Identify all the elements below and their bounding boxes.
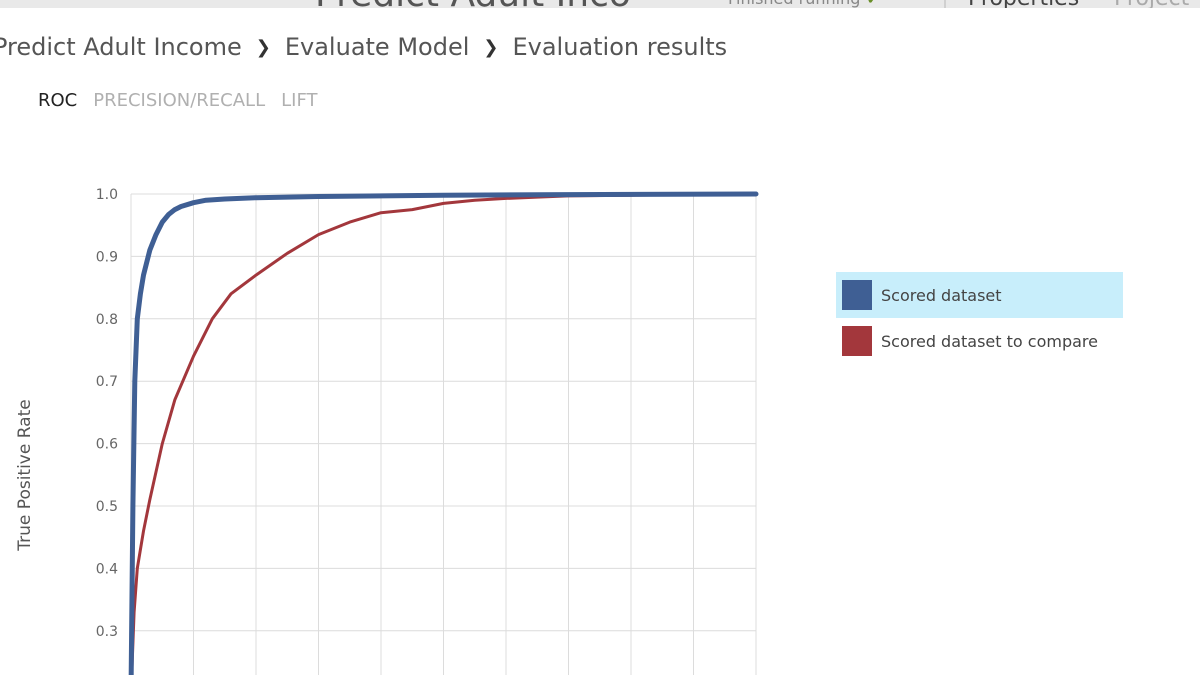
- breadcrumb-current: Evaluation results: [512, 33, 728, 61]
- experiment-title: Predict Adult Inco: [315, 0, 631, 8]
- view-tabs: ROC PRECISION/RECALL LIFT: [38, 90, 318, 111]
- y-tick-label: 0.6: [96, 437, 118, 453]
- header-divider: [944, 0, 946, 8]
- app-header: Predict Adult Inco Finished running ✔ Pro…: [0, 0, 1200, 8]
- y-tick-label: 0.3: [96, 624, 118, 640]
- check-icon: ✔: [866, 0, 879, 8]
- roc-chart: 1.0 0.9 0.8 0.7 0.6 0.5 0.4 0.3 True Positive R…: [15, 187, 759, 675]
- tab-precision-recall[interactable]: PRECISION/RECALL: [93, 90, 266, 111]
- legend-swatch: [842, 280, 872, 310]
- y-tick-label: 1.0: [96, 187, 118, 203]
- breadcrumb-module[interactable]: Evaluate Model: [284, 33, 470, 61]
- breadcrumb-experiment[interactable]: Predict Adult Income: [0, 33, 242, 61]
- chart-grid: [130, 193, 757, 675]
- y-axis-title: True Positive Rate: [15, 399, 35, 551]
- chevron-right-icon: ❯: [255, 36, 271, 58]
- tab-lift[interactable]: LIFT: [281, 90, 318, 111]
- y-tick-label: 0.9: [96, 249, 118, 265]
- series-line-scored-dataset: [128, 191, 759, 675]
- tab-properties[interactable]: Properties: [968, 0, 1079, 8]
- legend-swatch: [842, 326, 872, 356]
- y-tick-labels: 1.0 0.9 0.8 0.7 0.6 0.5 0.4 0.3: [96, 187, 118, 640]
- tab-roc[interactable]: ROC: [38, 90, 78, 111]
- legend: Scored dataset Scored dataset to compare: [836, 272, 1123, 364]
- run-status: Finished running ✔: [728, 0, 880, 8]
- tab-project[interactable]: Project: [1114, 0, 1189, 8]
- series-lines: [128, 191, 759, 675]
- y-tick-label: 0.7: [96, 374, 118, 390]
- breadcrumb: Predict Adult Income ❯ Evaluate Model ❯ …: [0, 33, 727, 61]
- legend-label: Scored dataset to compare: [881, 331, 1098, 351]
- legend-item-scored-dataset[interactable]: Scored dataset: [836, 272, 1123, 318]
- legend-item-scored-dataset-to-compare[interactable]: Scored dataset to compare: [836, 318, 1123, 364]
- run-status-text: Finished running: [728, 0, 860, 8]
- y-tick-label: 0.4: [96, 561, 118, 577]
- chevron-right-icon: ❯: [483, 36, 499, 58]
- legend-label: Scored dataset: [881, 285, 1002, 305]
- y-tick-label: 0.5: [96, 499, 118, 515]
- y-tick-label: 0.8: [96, 312, 118, 328]
